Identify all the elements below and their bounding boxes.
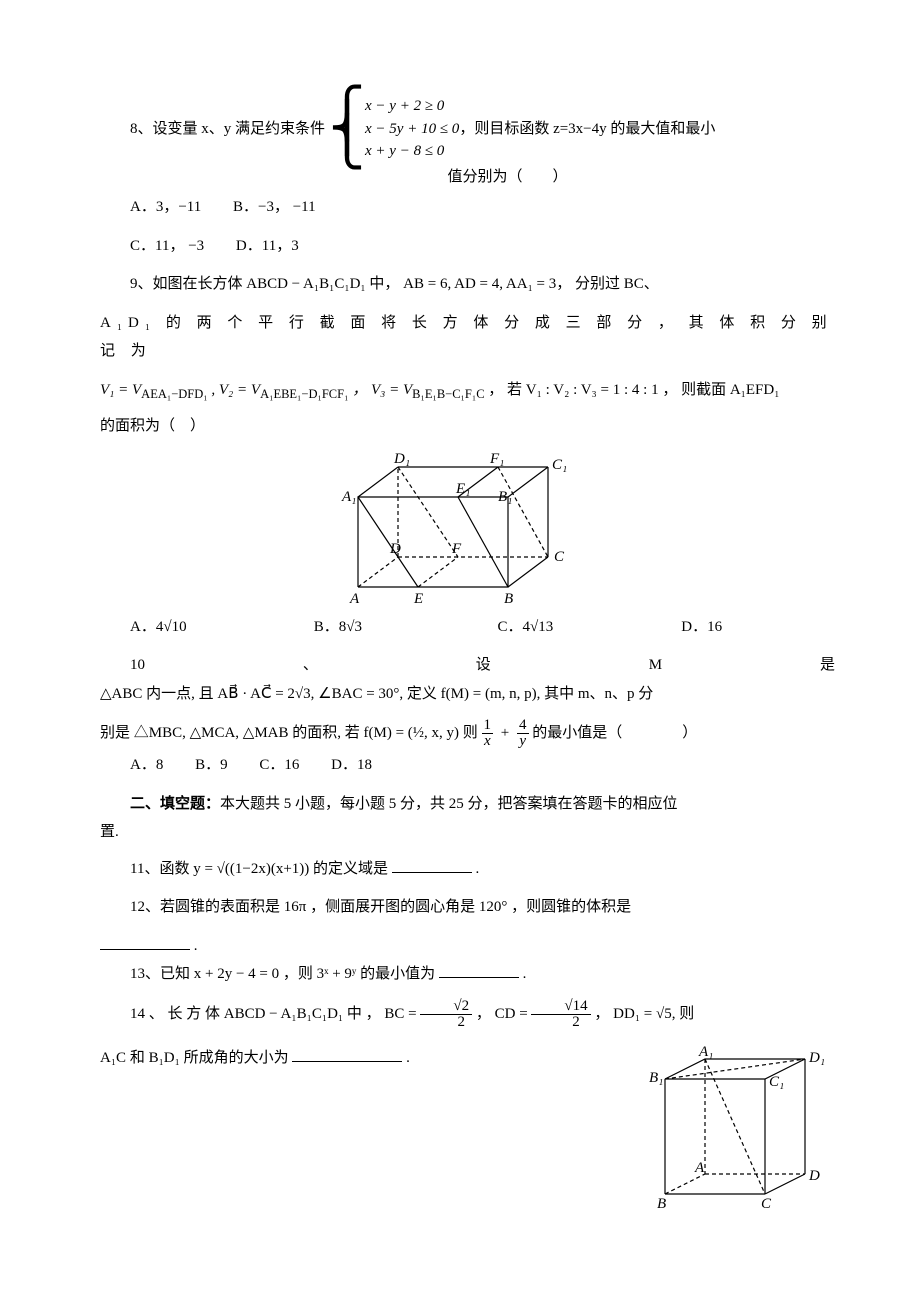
q8-sys3: x + y − 8 ≤ 0 xyxy=(365,143,444,159)
svg-text:B: B xyxy=(504,591,513,607)
question-11: 11、函数 y = √((1−2x)(x+1)) 的定义域是 . xyxy=(100,855,835,884)
question-12: 12、若圆锥的表面积是 16π ，侧面展开图的圆心角是 120° ，则圆锥的体积… xyxy=(100,893,835,922)
q8-sys2: x − 5y + 10 ≤ 0 xyxy=(365,121,459,137)
svg-text:A: A xyxy=(694,1160,705,1176)
svg-text:B₁: B₁ xyxy=(498,489,512,505)
q9-line3: V₁ = VAEA₁−DFD₁ , V₂ = VA₁EBE₁−D₁FCF₁ ， … xyxy=(100,376,835,407)
q8-options-row2: C．11， −3 D．11，3 xyxy=(100,232,835,261)
svg-text:D₁: D₁ xyxy=(808,1050,825,1066)
q8-after: ，则目标函数 z=3x−4y 的最大值和最小 xyxy=(459,115,715,144)
svg-text:D₁: D₁ xyxy=(393,451,410,467)
svg-text:E₁: E₁ xyxy=(455,481,470,497)
svg-text:F₁: F₁ xyxy=(489,451,504,467)
q9-optA: A．4√10 xyxy=(100,613,256,642)
blank-field[interactable] xyxy=(100,934,190,950)
q10-optC: C．16 xyxy=(259,757,299,773)
q8-optC: C．11， −3 xyxy=(130,238,204,254)
blank-field[interactable] xyxy=(292,1046,402,1062)
q10-row: 10 、 设 M 是 xyxy=(100,651,835,680)
svg-text:B: B xyxy=(657,1196,666,1212)
q8-prefix: 8、设变量 x、y 满足约束条件 xyxy=(100,115,325,144)
svg-text:E: E xyxy=(413,591,423,607)
svg-text:C: C xyxy=(761,1196,772,1212)
svg-text:A₁: A₁ xyxy=(341,489,356,505)
brace-icon: ⎧⎨⎩ xyxy=(329,107,365,150)
blank-field[interactable] xyxy=(439,962,519,978)
question-13: 13、已知 x + 2y − 4 = 0 ，则 3ˣ + 9ʸ 的最小值为 . xyxy=(100,960,835,989)
q9-line4: 的面积为（ ） xyxy=(100,412,835,441)
q8-options-row1: A．3，−11 B．−3， −11 xyxy=(100,193,835,222)
svg-text:A: A xyxy=(349,591,360,607)
q10-line3: 别是 △MBC, △MCA, △MAB 的面积, 若 f(M) = (½, x,… xyxy=(100,718,835,749)
q10-optB: B．9 xyxy=(195,757,228,773)
question-9: 9、如图在长方体 ABCD − A₁B₁C₁D₁ 中， AB = 6, AD =… xyxy=(100,270,835,641)
section2-title: 二、填空题： xyxy=(130,796,220,812)
section2-tail: 置. xyxy=(100,818,835,847)
q9-options: A．4√10 B．8√3 C．4√13 D．16 xyxy=(100,613,835,642)
question-10: 10 、 设 M 是 △ABC 内一点, 且 AB⃗ · AC⃗ = 2√3, … xyxy=(100,651,835,780)
q9-figure: D₁ F₁ C₁ A₁ E₁ B₁ D F C A E B xyxy=(100,447,835,607)
section-2-header: 二、填空题：本大题共 5 小题，每小题 5 分，共 25 分，把答案填在答题卡的… xyxy=(100,790,835,819)
q8-sys1: x − y + 2 ≥ 0 xyxy=(365,98,444,114)
question-14: 14 、 长 方 体 ABCD − A₁B₁C₁D₁ 中 ， BC = √2 2… xyxy=(100,999,835,1225)
q14-line2: A₁C 和 B₁D₁ 所成角的大小为 . xyxy=(100,1044,645,1073)
question-8: 8、设变量 x、y 满足约束条件 ⎧⎨⎩ x − y + 2 ≥ 0 x − 5… xyxy=(100,95,835,260)
q10-options: A．8 B．9 C．16 D．18 xyxy=(100,751,835,780)
question-12-tail: . xyxy=(100,932,835,961)
svg-text:D: D xyxy=(808,1168,820,1184)
q14-figure: A₁ D₁ B₁ C₁ A D B C xyxy=(645,1044,835,1225)
svg-text:C₁: C₁ xyxy=(552,457,567,473)
q10-line2: △ABC 内一点, 且 AB⃗ · AC⃗ = 2√3, ∠BAC = 30°,… xyxy=(100,680,835,709)
svg-text:A₁: A₁ xyxy=(698,1044,713,1060)
blank-field[interactable] xyxy=(392,857,472,873)
q9-optD: D．16 xyxy=(651,613,807,642)
q9-optB: B．8√3 xyxy=(284,613,440,642)
svg-text:D: D xyxy=(389,541,401,557)
q10-optA: A．8 xyxy=(130,757,163,773)
q9-optC: C．4√13 xyxy=(468,613,624,642)
q9-line2: A₁D₁ 的 两 个 平 行 截 面 将 长 方 体 分 成 三 部 分 ， 其… xyxy=(100,309,835,366)
svg-text:C₁: C₁ xyxy=(769,1074,784,1090)
svg-text:C: C xyxy=(554,549,565,565)
q9-line1: 9、如图在长方体 ABCD − A₁B₁C₁D₁ 中， AB = 6, AD =… xyxy=(100,270,835,299)
svg-text:B₁: B₁ xyxy=(649,1070,663,1086)
svg-text:F: F xyxy=(451,541,462,557)
q14-line1: 14 、 长 方 体 ABCD − A₁B₁C₁D₁ 中 ， BC = √2 2… xyxy=(100,999,835,1030)
q8-optB: B．−3， −11 xyxy=(233,199,316,215)
q8-optD: D．11，3 xyxy=(236,238,299,254)
q10-optD: D．18 xyxy=(331,757,372,773)
q8-optA: A．3，−11 xyxy=(130,199,201,215)
q8-line2: 值分别为（ ） xyxy=(180,163,835,192)
